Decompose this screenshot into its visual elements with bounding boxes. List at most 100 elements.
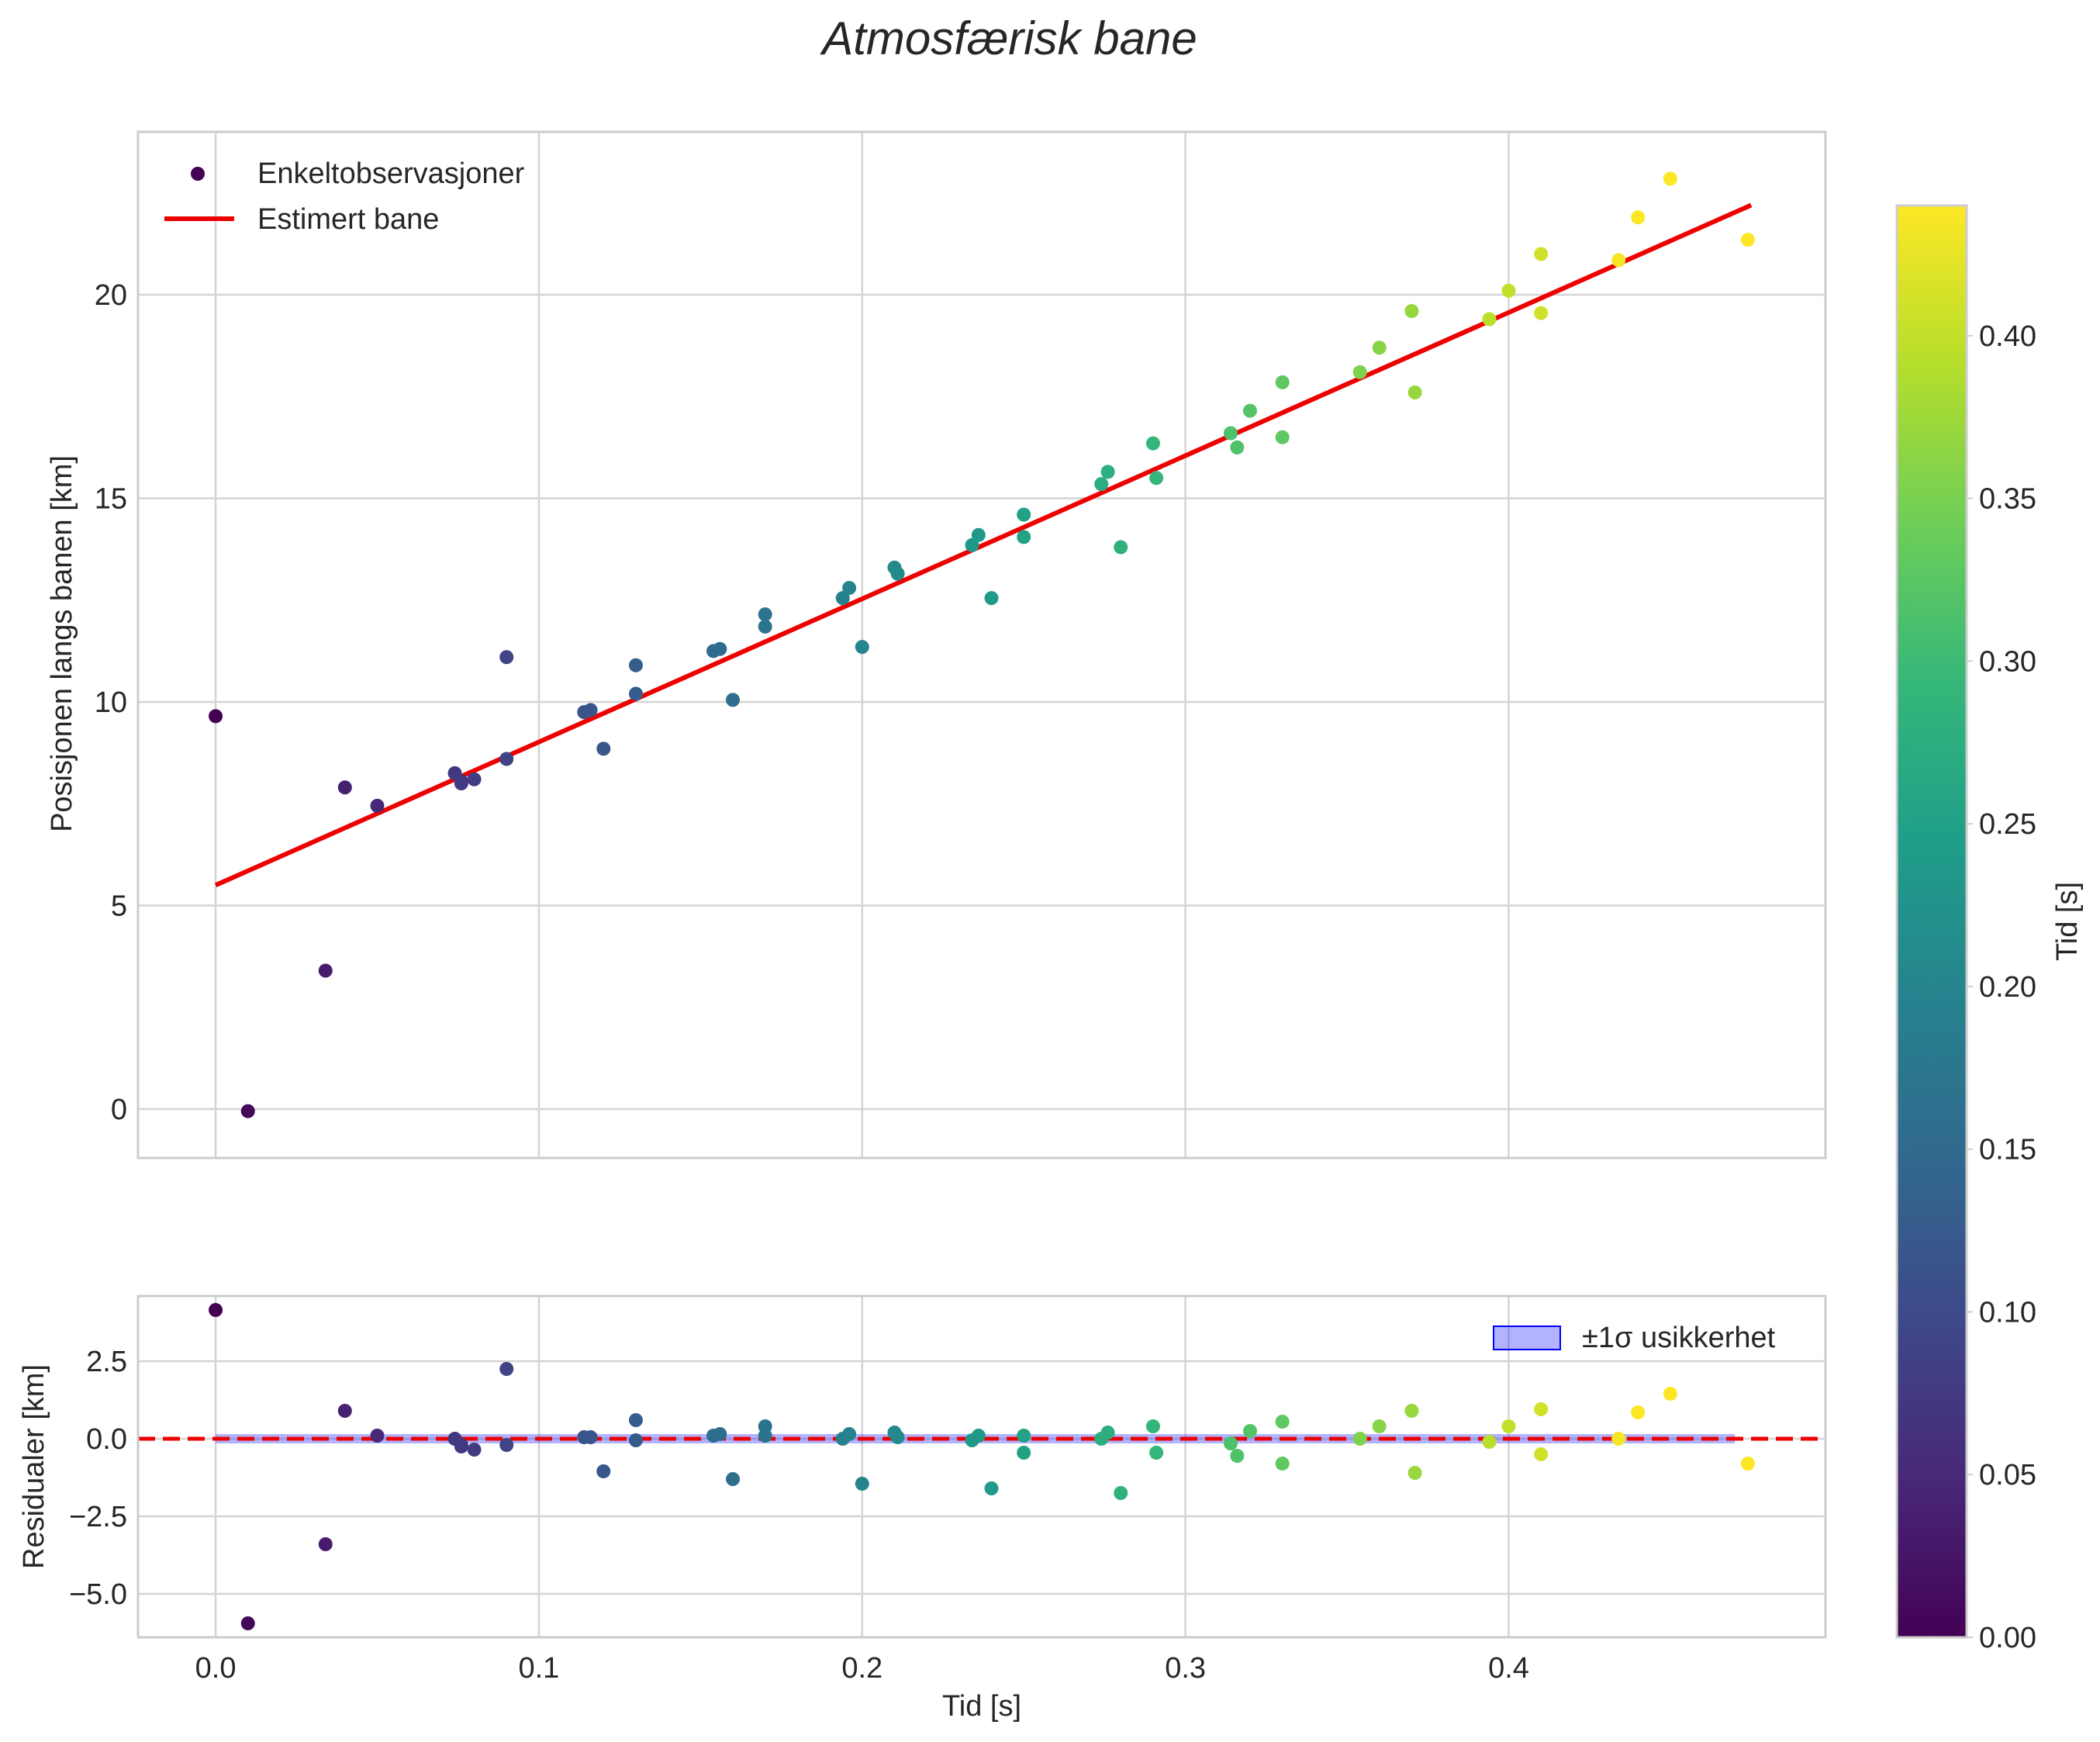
- residual-point: [370, 1429, 385, 1443]
- observation-point: [1663, 171, 1677, 186]
- legend-scatter-marker: [191, 167, 205, 181]
- observation-point: [499, 650, 514, 665]
- observation-point: [370, 798, 385, 813]
- residual-plot-frame: [136, 1294, 1827, 1639]
- residual-plot-area: [138, 1296, 1825, 1637]
- residual-point: [1223, 1436, 1238, 1450]
- observation-point: [758, 619, 772, 634]
- main-y-tick-label: 0: [111, 1094, 127, 1126]
- x-tick-label: 0.1: [518, 1652, 559, 1685]
- residual-y-tick-label: −5.0: [69, 1578, 127, 1611]
- residual-panel: −5.0 −2.5 0.0 2.5 0.0 0.1 0.2 0.3 0.4 Residuale…: [18, 1294, 1827, 1723]
- observation-point: [758, 607, 772, 622]
- observation-point: [1242, 403, 1257, 418]
- residual-point: [596, 1464, 611, 1478]
- residual-point: [628, 1433, 643, 1447]
- observation-point: [1230, 440, 1245, 455]
- residual-point: [209, 1303, 223, 1317]
- observation-point: [1275, 375, 1290, 389]
- residual-y-tick-label: 0.0: [86, 1423, 127, 1456]
- observation-point: [965, 537, 979, 552]
- residual-point: [1275, 1457, 1290, 1471]
- observation-point: [1501, 283, 1516, 298]
- main-y-tick-label: 15: [95, 483, 127, 516]
- observation-point: [842, 581, 857, 595]
- observation-point: [1482, 312, 1497, 327]
- residual-point: [1275, 1415, 1290, 1429]
- residual-point: [1242, 1424, 1257, 1438]
- legend-band-label: ±1σ usikkerhet: [1582, 1322, 1776, 1354]
- main-y-tick-label: 5: [111, 890, 127, 923]
- main-y-axis-label: Posisjonen langs banen [km]: [46, 455, 78, 832]
- legend-line-label: Estimert bane: [257, 203, 439, 236]
- chart-title: Atmosfærisk bane: [820, 12, 1197, 64]
- colorbar-tick-label: 0.25: [1979, 808, 2036, 841]
- x-tick-label: 0.2: [841, 1652, 882, 1685]
- residual-point: [1740, 1457, 1755, 1471]
- observation-point: [835, 591, 850, 606]
- residual-point: [842, 1427, 857, 1441]
- residual-point: [758, 1419, 772, 1433]
- residual-point: [1611, 1432, 1626, 1446]
- residual-point: [855, 1477, 869, 1491]
- residual-point: [337, 1404, 352, 1418]
- residual-point: [1230, 1449, 1245, 1463]
- x-tick-label: 0.4: [1488, 1652, 1529, 1685]
- legend-scatter-label: Enkeltobservasjoner: [257, 157, 525, 190]
- residual-y-axis-label: Residualer [km]: [18, 1364, 50, 1569]
- residual-point: [1145, 1419, 1160, 1433]
- residual-y-tick-label: 2.5: [86, 1346, 127, 1378]
- observation-point: [1404, 304, 1419, 318]
- observation-point: [337, 780, 352, 795]
- observation-point: [855, 640, 869, 655]
- observation-point: [499, 752, 514, 766]
- residual-point: [1631, 1405, 1646, 1419]
- main-y-tick-labels: 0 5 10 15 20: [95, 279, 127, 1126]
- residual-point: [1149, 1446, 1164, 1460]
- observation-point: [628, 686, 643, 701]
- observation-point: [596, 741, 611, 756]
- residual-point: [1534, 1402, 1549, 1416]
- residual-point: [454, 1440, 468, 1453]
- colorbar-gradient: [1895, 204, 1968, 1639]
- colorbar-tick-label: 0.05: [1979, 1459, 2036, 1491]
- main-panel: 0 5 10 15 20 Posisjonen langs banen [km] Enk…: [46, 130, 1827, 1160]
- observation-point: [467, 772, 482, 786]
- observation-point: [1740, 233, 1755, 247]
- main-plot-frame: [136, 130, 1827, 1160]
- observation-point: [1631, 210, 1646, 225]
- colorbar-label: Tid [s]: [2051, 882, 2084, 961]
- colorbar: 0.00 0.05 0.10 0.15 0.20 0.25 0.30 0.35 0.40 Tid…: [1895, 204, 2084, 1654]
- colorbar-tick-label: 0.40: [1979, 320, 2036, 353]
- main-y-tick-label: 20: [95, 279, 127, 312]
- colorbar-tick-label: 0.15: [1979, 1134, 2036, 1167]
- main-y-tick-label: 10: [95, 686, 127, 719]
- observation-point: [583, 703, 598, 717]
- residual-point: [713, 1427, 727, 1441]
- observation-point: [1223, 426, 1238, 441]
- residual-point: [628, 1413, 643, 1427]
- residual-legend: ±1σ usikkerhet: [1493, 1322, 1776, 1354]
- residual-point: [1017, 1446, 1031, 1460]
- residual-point: [890, 1430, 905, 1444]
- residual-point: [1482, 1435, 1497, 1449]
- residual-point: [1017, 1429, 1031, 1443]
- observation-point: [240, 1104, 255, 1118]
- observation-point: [971, 527, 986, 542]
- observation-point: [628, 658, 643, 672]
- residual-point: [240, 1616, 255, 1630]
- legend-band-swatch: [1493, 1326, 1561, 1350]
- observation-point: [1534, 306, 1549, 320]
- observation-point: [1352, 365, 1367, 379]
- observation-point: [1372, 340, 1387, 355]
- observation-point: [1094, 477, 1109, 492]
- residual-point: [984, 1481, 999, 1495]
- observation-point: [890, 566, 905, 581]
- residual-point: [1352, 1432, 1367, 1446]
- observation-point: [1149, 471, 1164, 486]
- observation-point: [1100, 465, 1115, 479]
- residual-point: [1407, 1466, 1422, 1480]
- colorbar-tick-label: 0.00: [1979, 1622, 2036, 1654]
- main-legend: Enkeltobservasjoner Estimert bane: [164, 157, 525, 236]
- observation-point: [1611, 253, 1626, 268]
